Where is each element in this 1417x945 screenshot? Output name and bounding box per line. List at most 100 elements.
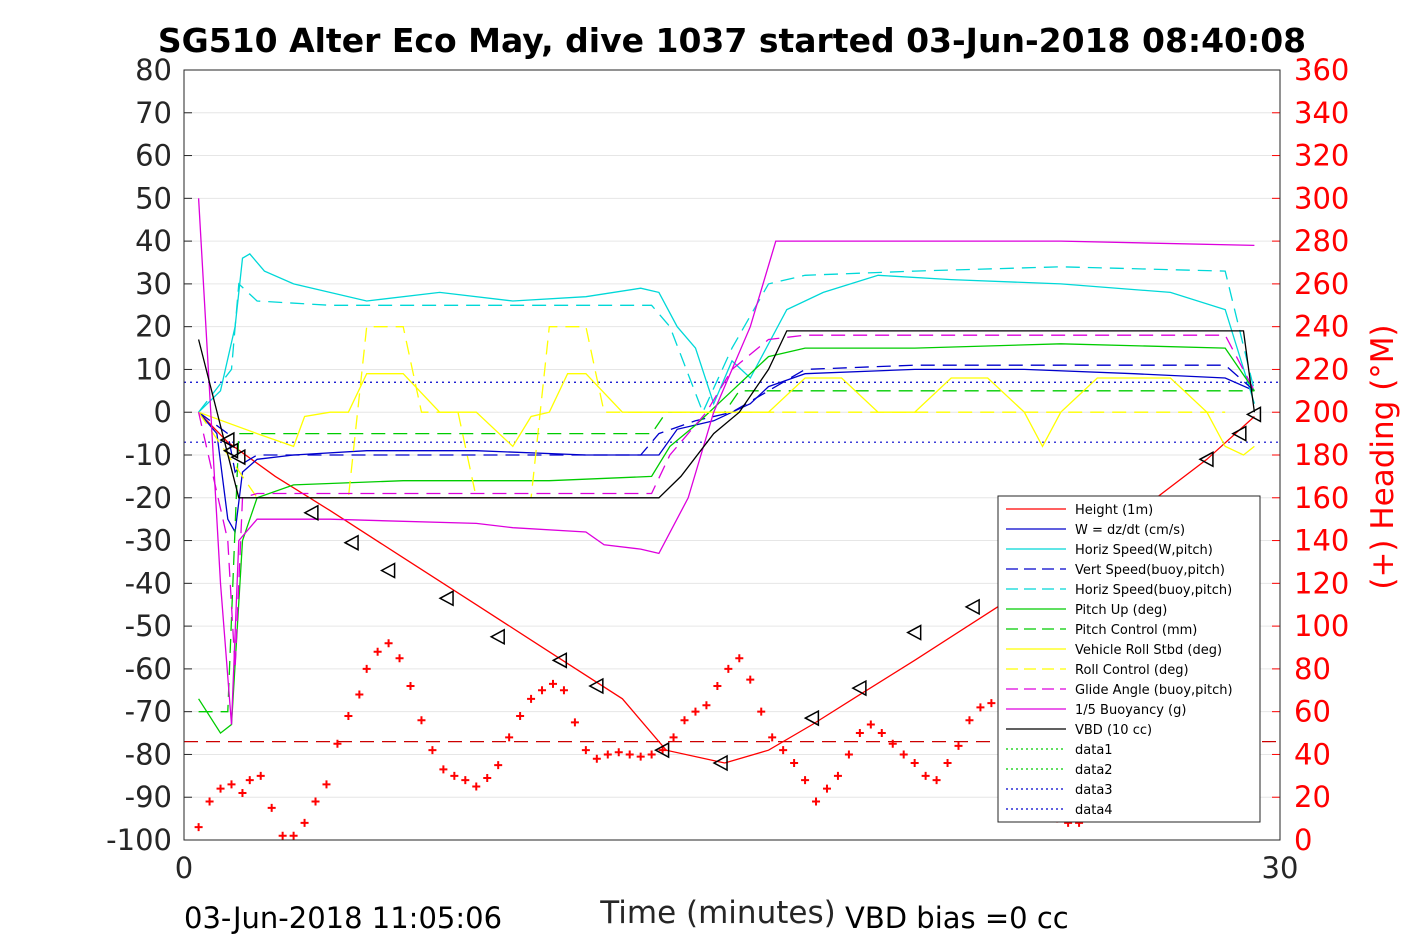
series-line xyxy=(198,343,1255,735)
right-y-tick-label: 60 xyxy=(1294,695,1331,729)
depth-marker xyxy=(343,534,359,551)
heading-point xyxy=(238,788,247,797)
y-tick-label: -20 xyxy=(125,481,172,515)
series-line xyxy=(197,198,1255,725)
heading-point xyxy=(205,797,214,806)
right-y-tick-label: 80 xyxy=(1294,652,1331,686)
heading-point xyxy=(300,818,309,827)
heading-point xyxy=(267,803,276,812)
heading-point xyxy=(812,797,821,806)
depth-marker xyxy=(303,504,319,522)
right-y-tick-label: 340 xyxy=(1294,96,1349,130)
heading-point xyxy=(344,711,353,720)
heading-point xyxy=(439,765,448,774)
heading-point xyxy=(322,780,331,789)
heading-point xyxy=(877,729,886,738)
right-y-tick-label: 100 xyxy=(1294,609,1349,643)
heading-point xyxy=(362,664,371,673)
heading-point xyxy=(713,682,722,690)
heading-point xyxy=(428,746,437,755)
heading-point xyxy=(603,750,612,759)
heading-point xyxy=(757,707,766,716)
right-y-tick-label: 200 xyxy=(1294,395,1349,429)
y-tick-label: -50 xyxy=(125,609,172,643)
y-tick-label: 50 xyxy=(135,181,172,215)
right-y-tick-label: 320 xyxy=(1294,139,1349,173)
heading-point xyxy=(976,703,985,712)
depth-marker xyxy=(230,448,246,466)
right-y-tick-label: 300 xyxy=(1294,181,1349,215)
depth-marker xyxy=(489,628,505,646)
right-y-tick-label: 260 xyxy=(1294,267,1349,301)
depth-marker xyxy=(712,754,728,772)
right-y-tick-label: 220 xyxy=(1294,352,1349,386)
heading-point xyxy=(658,746,667,755)
heading-point xyxy=(636,752,645,761)
legend-label: data4 xyxy=(1075,803,1113,818)
legend-label: Roll Control (deg) xyxy=(1075,663,1189,678)
x-axis-title: Time (minutes) xyxy=(599,895,835,931)
heading-point xyxy=(538,686,547,695)
right-y-tick-label: 160 xyxy=(1294,481,1349,515)
heading-point xyxy=(373,647,382,656)
legend-label: 1/5 Buoyancy (g) xyxy=(1075,703,1186,718)
y-tick-label: -90 xyxy=(125,780,172,814)
footer-vbd-bias: VBD bias =0 cc xyxy=(845,901,1069,935)
right-axis-title: (+) Heading (°M) xyxy=(1365,324,1401,589)
y-tick-label: 10 xyxy=(135,352,172,386)
y-tick-label: -100 xyxy=(106,823,172,857)
y-tick-label: -10 xyxy=(125,438,172,472)
series-line xyxy=(197,334,1255,669)
right-y-tick-label: 0 xyxy=(1294,823,1312,857)
heading-point xyxy=(527,694,536,703)
y-tick-label: 30 xyxy=(135,267,172,301)
heading-point xyxy=(855,729,864,738)
right-y-tick-label: 180 xyxy=(1294,438,1349,472)
heading-point xyxy=(256,771,265,780)
legend-label: Horiz Speed(buoy,pitch) xyxy=(1075,583,1232,598)
heading-point xyxy=(702,701,711,710)
heading-point xyxy=(943,759,952,767)
heading-point xyxy=(625,750,634,759)
plot-series-group xyxy=(184,198,1280,840)
heading-point xyxy=(614,748,623,757)
heading-point xyxy=(333,739,342,748)
heading-point xyxy=(505,733,514,742)
depth-marker xyxy=(964,598,980,616)
legend-label: Vehicle Roll Stbd (deg) xyxy=(1075,643,1222,658)
footer-timestamp: 03-Jun-2018 11:05:06 xyxy=(184,901,502,935)
heading-point xyxy=(888,739,897,748)
legend-label: Glide Angle (buoy,pitch) xyxy=(1075,683,1233,698)
y-tick-label: -30 xyxy=(125,524,172,558)
heading-point xyxy=(355,690,364,699)
series-line xyxy=(198,368,1255,535)
depth-marker xyxy=(438,590,454,607)
heading-point xyxy=(790,759,799,767)
heading-point xyxy=(691,707,700,716)
depth-marker xyxy=(906,624,922,641)
depth-marker xyxy=(588,677,604,695)
heading-point xyxy=(899,750,908,759)
y-tick-label: -40 xyxy=(125,566,172,600)
legend-label: Pitch Control (mm) xyxy=(1075,623,1197,638)
depth-marker xyxy=(1245,406,1262,423)
right-y-tick-label: 280 xyxy=(1294,224,1349,258)
heading-point xyxy=(450,771,459,780)
heading-point xyxy=(216,784,225,793)
y-tick-label: -60 xyxy=(125,652,172,686)
heading-point xyxy=(779,746,788,755)
axes-box xyxy=(183,69,1281,841)
right-y-tick-label: 240 xyxy=(1294,310,1349,344)
depth-marker xyxy=(219,431,235,449)
depth-marker xyxy=(803,709,820,727)
heading-point xyxy=(822,784,831,793)
heading-point xyxy=(461,776,470,785)
y-tick-label: 70 xyxy=(135,96,172,130)
heading-point xyxy=(647,750,656,759)
legend-label: Horiz Speed(W,pitch) xyxy=(1075,543,1213,558)
series-line xyxy=(198,266,1256,414)
heading-point xyxy=(921,771,930,780)
right-y-tick-label: 120 xyxy=(1294,566,1349,600)
heading-point xyxy=(768,733,777,742)
depth-marker xyxy=(551,652,568,669)
